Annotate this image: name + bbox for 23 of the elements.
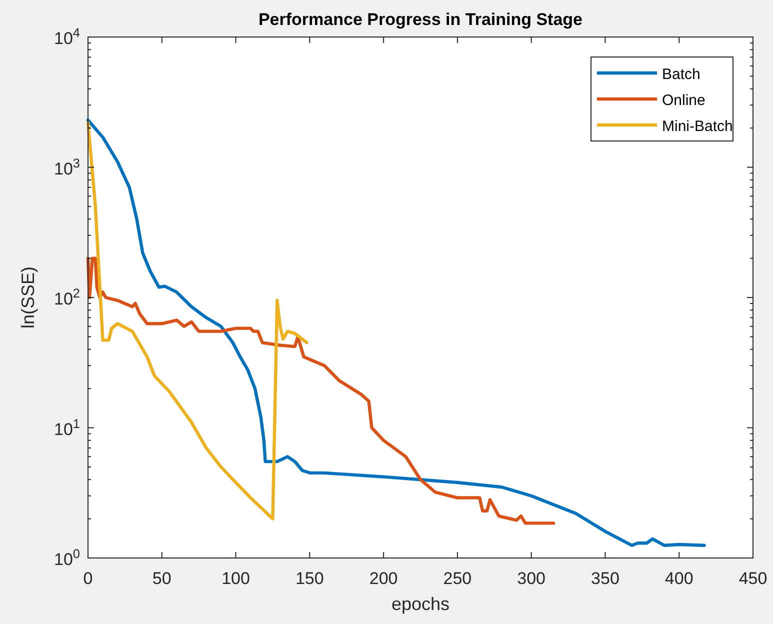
y-tick-label: 10$^{3}$ [54, 154, 80, 178]
x-tick-label: 0 [83, 569, 93, 588]
line-series [86, 121, 308, 520]
legend-label: Batch [662, 66, 700, 83]
y-tick-label: 10$^{4}$ [54, 24, 80, 48]
x-axis-title: epochs [391, 594, 450, 614]
legend-label: Online [662, 92, 706, 109]
legend-label: Mini-Batch [662, 118, 733, 135]
x-tick-label: 300 [517, 569, 546, 588]
x-tick-label: 400 [664, 569, 694, 588]
x-tick-label: 250 [443, 569, 472, 588]
x-tick-label: 450 [738, 569, 768, 588]
x-tick-label: 350 [591, 569, 620, 588]
y-tick-label: 10$^{2}$ [54, 285, 80, 308]
x-tick-label: 100 [222, 569, 250, 588]
y-axis-title: ln(SSE) [18, 266, 38, 329]
y-tick-label: 10$^{1}$ [54, 415, 80, 439]
chart-title: Performance Progress in Training Stage [258, 10, 583, 29]
x-tick-label: 200 [369, 569, 398, 588]
x-tick-label: 150 [295, 569, 324, 588]
x-tick-label: 50 [152, 569, 172, 588]
y-tick-label: 10$^{0}$ [54, 546, 80, 569]
line-series [86, 256, 556, 525]
